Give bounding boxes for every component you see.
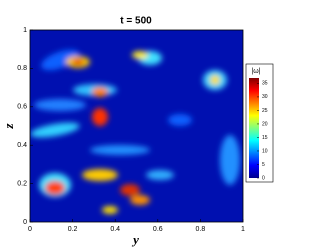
colorbar-tick-label: 30	[262, 94, 268, 100]
chart: t = 500 y z |	[1, 16, 274, 247]
colorbar-tick-label: 15	[262, 135, 268, 141]
y-tick-label: 0.4	[17, 142, 27, 149]
x-tick-label: 0.6	[153, 226, 163, 233]
colorbar-tick-label: 10	[262, 148, 268, 154]
x-tick-label: 0.2	[68, 226, 78, 233]
y-tick-label: 0.2	[17, 180, 27, 187]
chart-title: t = 500	[120, 16, 152, 27]
colorbar	[249, 78, 259, 178]
y-tick-label: 1	[23, 27, 27, 34]
x-axis-label: y	[131, 232, 139, 247]
colorbar-label: |ω|	[251, 68, 260, 75]
colorbar-tick-label: 20	[262, 121, 268, 127]
y-tick-label: 0.8	[17, 65, 27, 72]
x-tick-label: 0	[28, 226, 32, 233]
field	[30, 30, 243, 222]
colorbar-tick-label: 0	[262, 175, 265, 181]
y-axis-label: z	[1, 123, 16, 130]
colorbar-tick-label: 5	[262, 162, 265, 168]
plot-frame	[29, 29, 244, 223]
x-tick-label: 0.4	[110, 226, 120, 233]
y-tick-label: 0	[23, 219, 27, 226]
x-tick-label: 1	[241, 226, 245, 233]
x-tick-label: 0.8	[196, 226, 206, 233]
y-tick-label: 0.6	[17, 104, 27, 111]
colorbar-tick-label: 25	[262, 108, 268, 114]
colorbar-tick-label: 35	[262, 81, 268, 87]
